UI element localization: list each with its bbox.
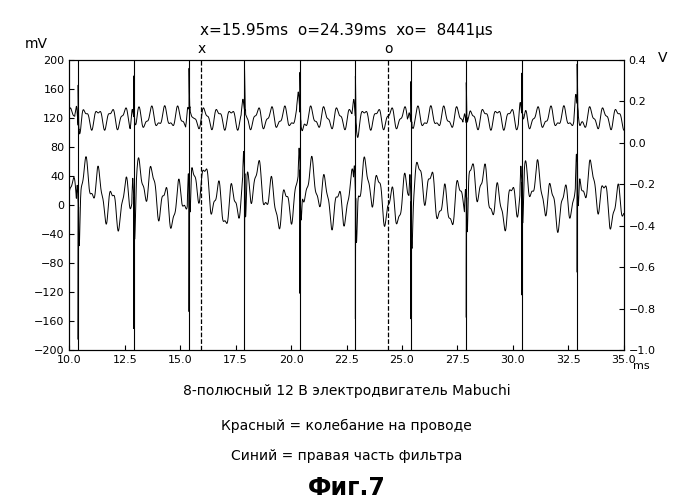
- Title: x=15.95ms  o=24.39ms  xo=  8441μs: x=15.95ms o=24.39ms xo= 8441μs: [200, 23, 493, 38]
- Text: x: x: [197, 42, 205, 56]
- Text: Фиг.7: Фиг.7: [308, 476, 385, 500]
- Text: o: o: [384, 42, 393, 56]
- Text: Красный = колебание на проводе: Красный = колебание на проводе: [221, 419, 472, 433]
- Text: ms: ms: [633, 361, 649, 371]
- Y-axis label: V: V: [658, 52, 667, 66]
- Text: 8-полюсный 12 В электродвигатель Mabuchi: 8-полюсный 12 В электродвигатель Mabuchi: [183, 384, 510, 398]
- Y-axis label: mV: mV: [24, 38, 48, 52]
- Text: Синий = правая часть фильтра: Синий = правая часть фильтра: [231, 449, 462, 463]
